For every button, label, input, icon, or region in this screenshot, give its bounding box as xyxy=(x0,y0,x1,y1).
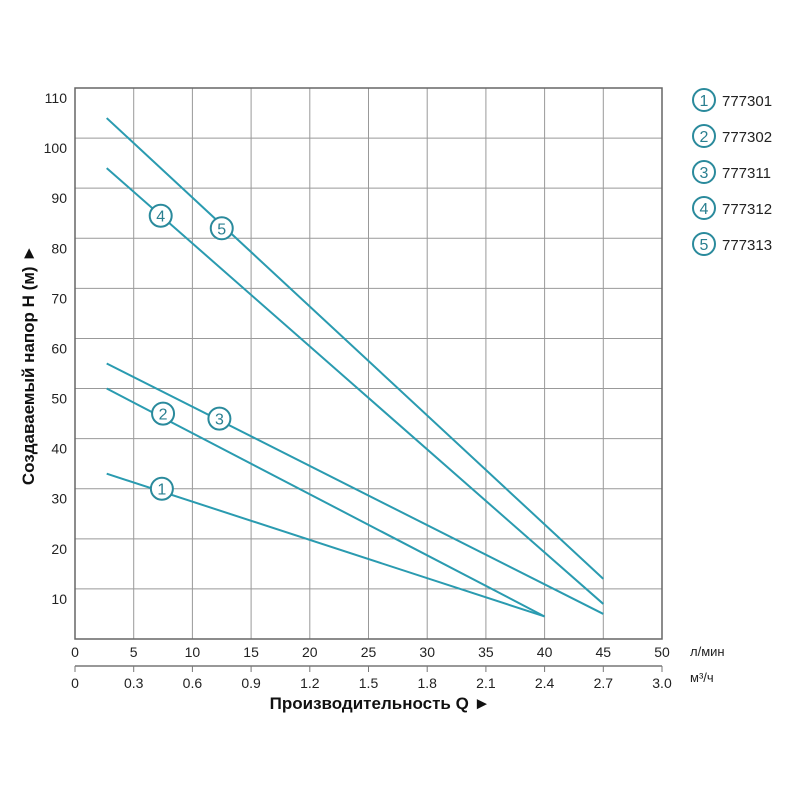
series-line-2 xyxy=(106,387,546,618)
legend-marker-label: 1 xyxy=(700,93,709,110)
series-marker-4 xyxy=(148,203,173,228)
legend-marker-2 xyxy=(692,124,716,148)
series-marker-3 xyxy=(207,406,232,431)
legend-marker-1 xyxy=(692,88,716,112)
legend-marker-label: 4 xyxy=(700,201,709,218)
legend-marker-label: 5 xyxy=(700,237,709,254)
series-line-5 xyxy=(106,117,604,580)
x-tick-label: 25 xyxy=(361,644,377,660)
x-unit-secondary: м³/ч xyxy=(690,670,714,685)
legend-entry: 777302 xyxy=(722,129,772,146)
legend-marker-label: 3 xyxy=(700,165,709,182)
y-tick-label: 20 xyxy=(51,541,67,557)
x2-tick-label: 0 xyxy=(71,675,79,691)
y-tick-label: 100 xyxy=(44,140,68,156)
x-tick-label: 50 xyxy=(654,644,670,660)
legend-entry: 777313 xyxy=(722,237,772,254)
series-marker-2 xyxy=(151,401,176,426)
series-line-3 xyxy=(106,362,604,615)
x-tick-label: 15 xyxy=(243,644,259,660)
x-tick-label: 30 xyxy=(419,644,435,660)
legend-entry: 777312 xyxy=(722,201,772,218)
x-unit-primary: л/мин xyxy=(690,644,725,659)
x2-tick-label: 1.5 xyxy=(359,675,379,691)
x2-tick-label: 1.8 xyxy=(417,675,437,691)
series-marker-label: 3 xyxy=(215,412,224,429)
series-line-1 xyxy=(106,472,545,618)
series-marker-label: 5 xyxy=(217,221,226,238)
x-tick-label: 20 xyxy=(302,644,318,660)
y-tick-label: 40 xyxy=(51,441,67,457)
x-tick-label: 5 xyxy=(130,644,138,660)
y-tick-label: 80 xyxy=(51,240,67,256)
plot-border xyxy=(74,87,663,640)
series-marker-1 xyxy=(149,476,174,501)
x-tick-label: 10 xyxy=(185,644,201,660)
series-marker-label: 1 xyxy=(157,482,166,499)
x-tick-label: 0 xyxy=(71,644,79,660)
legend-marker-label: 2 xyxy=(700,129,709,146)
x-tick-label: 35 xyxy=(478,644,494,660)
legend-entry: 777311 xyxy=(722,165,771,182)
x2-tick-label: 0.9 xyxy=(241,675,261,691)
y-tick-label: 90 xyxy=(51,190,67,206)
legend-marker-3 xyxy=(692,160,716,184)
series-marker-5 xyxy=(209,216,234,241)
y-tick-label: 50 xyxy=(51,391,67,407)
legend-marker-5 xyxy=(692,232,716,256)
series-marker-label: 4 xyxy=(156,209,165,226)
legend-entry: 777301 xyxy=(722,93,772,110)
legend-marker-4 xyxy=(692,196,716,220)
y-tick-label: 60 xyxy=(51,340,67,356)
series-line-4 xyxy=(106,167,604,605)
series-marker-label: 2 xyxy=(159,407,168,424)
y-tick-label: 70 xyxy=(51,290,67,306)
x-tick-label: 40 xyxy=(537,644,553,660)
y-tick-label: 10 xyxy=(51,591,67,607)
x2-tick-label: 1.2 xyxy=(300,675,320,691)
x2-tick-label: 3.0 xyxy=(652,675,672,691)
x2-tick-label: 2.4 xyxy=(535,675,555,691)
x-axis-title: Производительность Q ► xyxy=(270,694,491,713)
x-tick-label: 45 xyxy=(596,644,612,660)
x2-tick-label: 0.6 xyxy=(183,675,203,691)
y-tick-label: 110 xyxy=(45,90,68,106)
y-tick-label: 30 xyxy=(51,491,67,507)
x2-tick-label: 2.7 xyxy=(594,675,614,691)
x2-tick-label: 2.1 xyxy=(476,675,496,691)
x2-tick-label: 0.3 xyxy=(124,675,144,691)
y-axis-title: Создаваемый напор H (м) ► xyxy=(19,245,38,485)
